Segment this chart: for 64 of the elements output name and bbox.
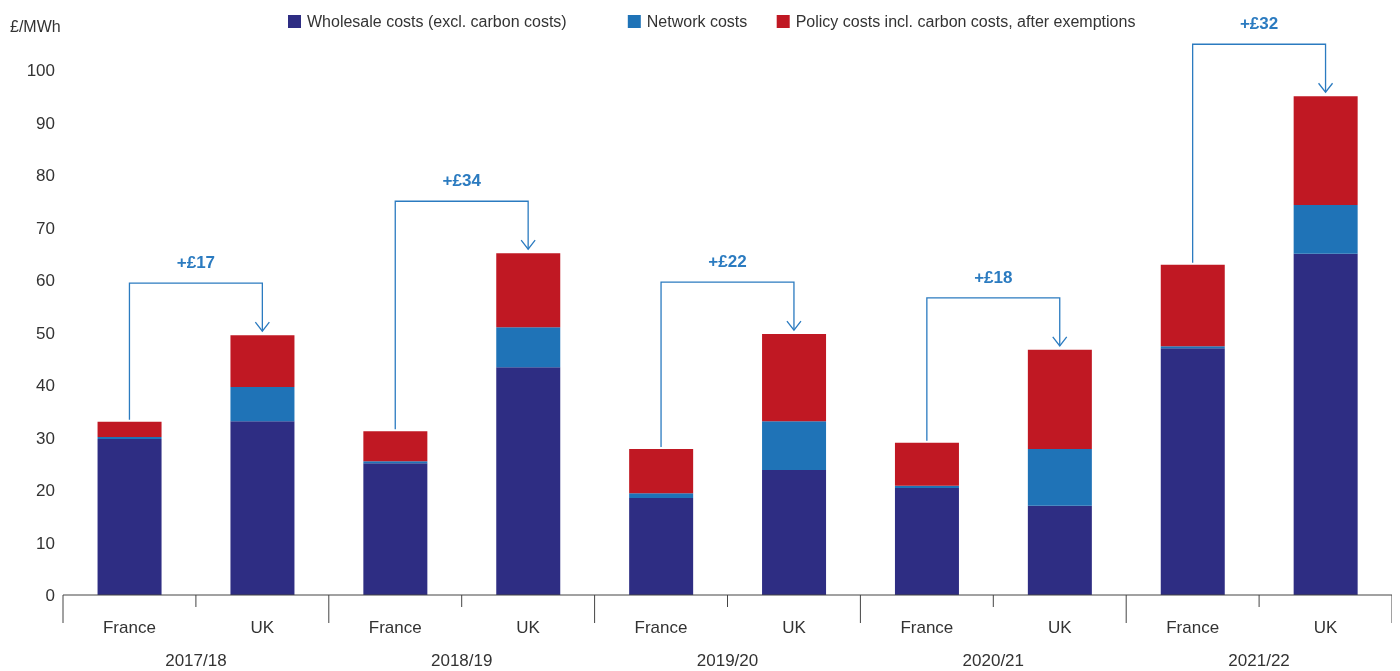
legend-label: Network costs	[646, 13, 748, 30]
bar	[230, 335, 295, 388]
x-tick-label: UK	[782, 618, 807, 638]
bar	[496, 253, 561, 328]
bar	[762, 470, 827, 595]
y-tick-label: 100	[26, 61, 55, 81]
y-tick-label: 70	[36, 218, 55, 238]
annotation: +£18	[974, 267, 1013, 287]
x-tick-label: France	[1166, 618, 1220, 638]
x-tick-label: UK	[1047, 618, 1073, 638]
x-tick-label: UK	[516, 618, 541, 638]
bar	[894, 487, 959, 595]
bar	[363, 431, 428, 462]
x-tick-label: France	[368, 618, 422, 638]
y-tick-label: 80	[36, 166, 55, 186]
bar	[1293, 253, 1358, 595]
bar	[496, 327, 561, 368]
bar	[1027, 449, 1092, 506]
bar	[1160, 264, 1225, 347]
bar	[496, 367, 561, 595]
y-tick-label: 10	[36, 533, 55, 553]
bar	[97, 439, 162, 595]
annotation: +£22	[708, 252, 747, 272]
text: 2020/21	[962, 651, 1025, 670]
bar	[629, 449, 694, 494]
bar	[1027, 505, 1092, 595]
annotation: +£34	[442, 171, 482, 191]
bar	[230, 421, 295, 595]
y-axis-title: £/MWh	[10, 18, 61, 35]
bar	[894, 442, 959, 486]
text: 2017/18	[165, 651, 227, 670]
x-tick-label: France	[102, 618, 156, 638]
legend-label: Wholesale costs (excl. carbon costs)	[307, 13, 567, 30]
legend-label: Policy costs incl. carbon costs, after exemptions	[795, 13, 1136, 30]
x-tick-label: UK	[250, 618, 275, 638]
text: 2018/19	[430, 651, 493, 670]
bar	[97, 421, 162, 437]
bar	[97, 436, 162, 440]
bar	[1027, 349, 1092, 450]
bar	[894, 485, 959, 488]
x-tick-label: UK	[1313, 618, 1339, 638]
bar	[762, 421, 827, 471]
bar	[363, 463, 428, 595]
bar	[1293, 96, 1358, 205]
y-tick-label: 40	[36, 376, 55, 396]
bar	[1160, 348, 1225, 595]
y-tick-label: 90	[36, 113, 55, 133]
x-tick-label: France	[900, 618, 954, 638]
annotation: +£17	[176, 253, 216, 273]
y-tick-label: 60	[36, 271, 55, 291]
y-tick-label: 0	[45, 586, 55, 606]
text: 2019/20	[696, 651, 759, 670]
bar	[230, 387, 295, 422]
bar	[629, 497, 694, 595]
bar	[1293, 204, 1358, 254]
y-tick-label: 20	[36, 481, 55, 501]
x-tick-label: France	[634, 618, 688, 638]
y-tick-label: 30	[36, 428, 55, 448]
y-tick-label: 50	[36, 323, 55, 343]
bar	[762, 334, 827, 422]
bar	[1160, 346, 1225, 349]
bar	[629, 493, 694, 498]
bar	[363, 461, 428, 464]
text: 2021/22	[1228, 651, 1290, 670]
